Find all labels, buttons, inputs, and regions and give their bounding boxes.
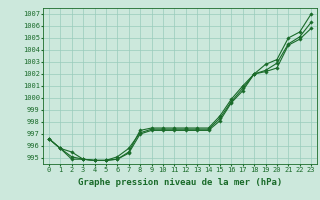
X-axis label: Graphe pression niveau de la mer (hPa): Graphe pression niveau de la mer (hPa) bbox=[78, 178, 282, 187]
